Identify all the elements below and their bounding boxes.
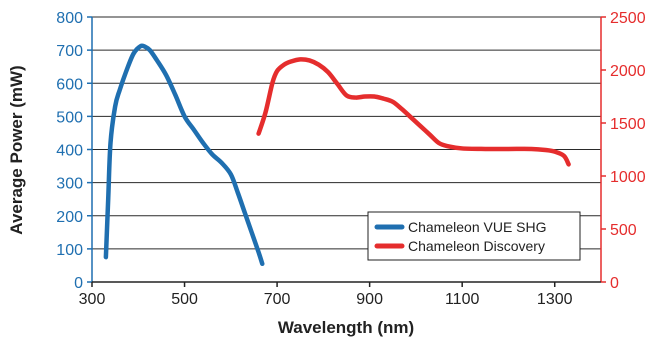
horizontal-gridlines <box>92 16 601 250</box>
right-tick-label: 1000 <box>610 169 646 186</box>
legend: Chameleon VUE SHG Chameleon Discovery <box>367 211 581 261</box>
series-line-discovery <box>256 57 571 167</box>
left-tick-label: 800 <box>56 10 83 27</box>
x-axis: 300 500 700 900 1100 1300 <box>79 281 601 308</box>
right-tick-label: 0 <box>610 275 619 292</box>
right-tick-label: 1500 <box>610 116 646 133</box>
right-tick-label: 2000 <box>610 63 646 80</box>
left-tick-label: 400 <box>56 143 83 160</box>
x-tick-label: 900 <box>356 291 383 308</box>
right-tick-label: 500 <box>610 222 637 239</box>
left-y-axis: 0 100 200 300 400 500 600 700 800 <box>56 10 93 292</box>
left-tick-label: 600 <box>56 76 83 93</box>
legend-label-discovery: Chameleon Discovery <box>408 238 545 254</box>
left-tick-label: 0 <box>74 275 83 292</box>
legend-label-vue-shg: Chameleon VUE SHG <box>408 219 547 235</box>
y-axis-title: Average Power (mW) <box>7 65 26 234</box>
left-tick-label: 100 <box>56 242 83 259</box>
x-axis-title: Wavelength (nm) <box>278 318 414 337</box>
x-tick-label: 500 <box>171 291 198 308</box>
left-tick-label: 200 <box>56 209 83 226</box>
left-tick-label: 700 <box>56 43 83 60</box>
series-line-vue-shg <box>103 43 265 267</box>
x-tick-label: 1100 <box>445 291 480 308</box>
x-tick-label: 1300 <box>537 291 573 308</box>
left-tick-label: 300 <box>56 176 83 193</box>
x-tick-label: 700 <box>264 291 291 308</box>
legend-box <box>367 211 581 261</box>
left-tick-label: 500 <box>56 109 83 126</box>
x-tick-label: 300 <box>79 291 106 308</box>
series-lines <box>103 43 571 267</box>
right-y-axis: 0 500 1000 1500 2000 2500 <box>600 10 646 292</box>
right-tick-label: 2500 <box>610 10 646 27</box>
